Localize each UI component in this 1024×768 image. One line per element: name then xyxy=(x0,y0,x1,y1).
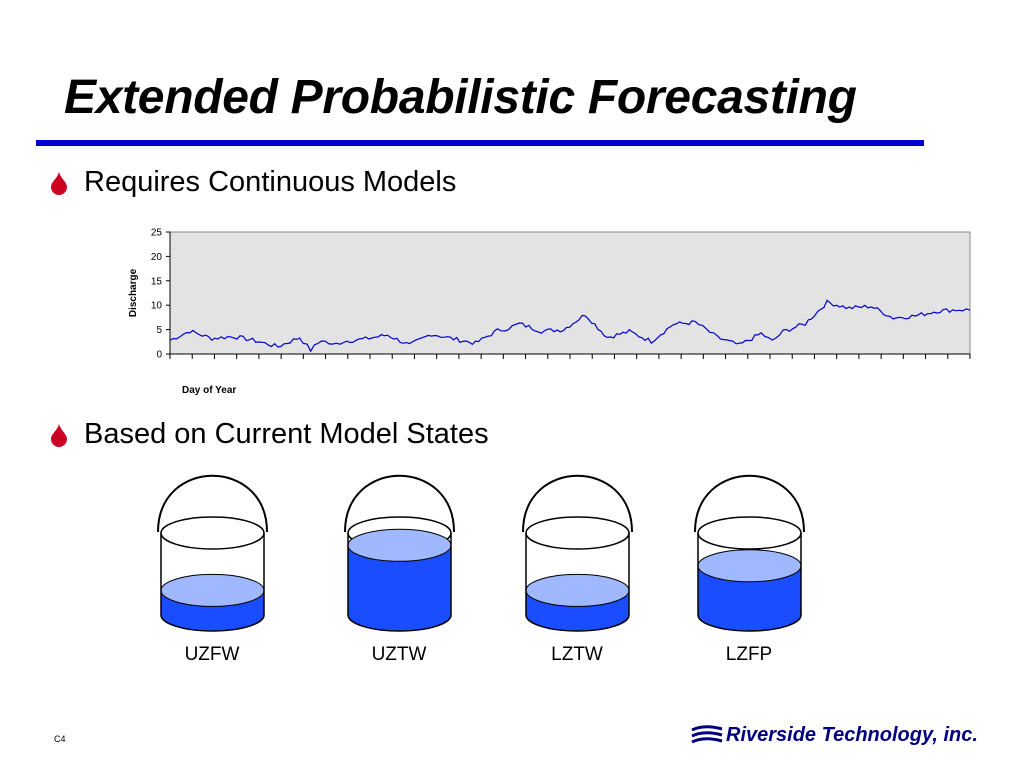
bucket-handle xyxy=(522,474,633,533)
bucket-label-lztw: LZTW xyxy=(551,644,603,665)
bucket-lztw-drawing xyxy=(522,474,633,632)
bucket-uzfw: UZFW xyxy=(150,470,274,670)
bullet-text: Based on Current Model States xyxy=(84,418,489,450)
x-axis-label: Day of Year xyxy=(182,385,236,396)
bucket-bottom xyxy=(160,614,265,632)
company-logo: Riverside Technology, inc. xyxy=(690,724,978,747)
bucket-rim xyxy=(697,516,802,550)
bullet-based-on-current-model-states: Based on Current Model States xyxy=(50,418,489,451)
logo-text: Riverside Technology, inc. xyxy=(726,724,978,746)
chart-svg: 0 5 10 15 20 25 Discharge Day of Year xyxy=(128,228,971,396)
bucket-water-surface xyxy=(347,528,452,562)
bucket-water xyxy=(698,565,801,631)
bucket-bottom xyxy=(525,614,630,632)
discharge-chart: 0 5 10 15 20 25 Discharge Day of Year xyxy=(120,222,980,407)
drop-icon xyxy=(51,423,67,447)
slide-title: Extended Probabilistic Forecasting xyxy=(64,71,857,124)
slide-number: C4 xyxy=(54,734,66,744)
bucket-label-uzfw: UZFW xyxy=(184,644,240,665)
model-state-buckets: UZFW UZTW LZTW LZFP xyxy=(150,470,820,670)
riverside-logo-icon xyxy=(691,724,723,743)
drop-icon xyxy=(51,171,67,195)
bucket-uztw-drawing xyxy=(344,474,455,632)
bucket-lzfp: LZFP xyxy=(687,470,811,670)
bullet-text: Requires Continuous Models xyxy=(84,166,457,198)
bullet-requires-continuous-models: Requires Continuous Models xyxy=(50,166,456,199)
y-tick-label: 0 xyxy=(156,350,162,361)
plot-area xyxy=(169,231,971,355)
bucket-water-surface xyxy=(697,549,802,583)
bucket-water-surface xyxy=(525,573,630,607)
bucket-lzfp-drawing xyxy=(694,474,805,632)
bucket-uztw: UZTW xyxy=(337,470,461,670)
bucket-handle xyxy=(344,474,455,533)
bucket-bottom xyxy=(697,614,802,632)
bucket-rim xyxy=(160,516,265,550)
y-axis-label: Discharge xyxy=(128,268,139,317)
bucket-label-uztw: UZTW xyxy=(371,644,427,665)
y-tick-label: 15 xyxy=(151,276,163,287)
bucket-handle xyxy=(694,474,805,533)
bucket-rim xyxy=(525,516,630,550)
bucket-handle xyxy=(157,474,268,533)
bucket-lztw: LZTW xyxy=(515,470,639,670)
discharge-series-line xyxy=(169,299,971,353)
bucket-water xyxy=(348,545,451,631)
title-rule xyxy=(36,140,924,146)
y-tick-label: 5 xyxy=(156,325,162,336)
bucket-water-surface xyxy=(160,573,265,607)
y-tick-label: 20 xyxy=(151,252,163,263)
bucket-label-lzfp: LZFP xyxy=(725,644,773,665)
bucket-bottom xyxy=(347,614,452,632)
bucket-uzfw-drawing xyxy=(157,474,268,632)
y-tick-label: 10 xyxy=(151,301,163,312)
y-tick-label: 25 xyxy=(151,228,163,239)
